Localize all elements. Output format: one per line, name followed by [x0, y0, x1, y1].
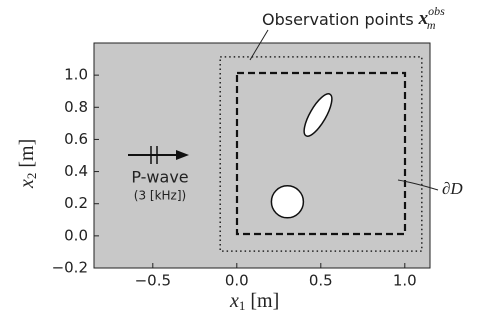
y-tick-label: 0.0 — [64, 226, 88, 244]
observation-points — [219, 56, 423, 252]
y-tick-label: 0.6 — [64, 130, 88, 148]
y-tick-label: 0.4 — [64, 162, 88, 180]
x-label-sub: 1 — [239, 298, 246, 313]
title-math: x — [418, 8, 429, 29]
y-tick-label: 1.0 — [64, 66, 88, 84]
circular-scatterer — [270, 185, 305, 219]
title-sup: obs — [428, 4, 445, 18]
title-text: Observation points — [262, 10, 414, 29]
x-tick-label: 0.5 — [309, 272, 333, 290]
x-label-math: x — [229, 290, 239, 312]
y-label-math: x — [16, 179, 38, 189]
title-sub: m — [427, 18, 436, 32]
elliptical-scatterer — [303, 93, 333, 137]
x-axis-label: x1 [m] — [229, 290, 279, 313]
leader-line — [249, 29, 269, 61]
y-axis-label: x2 [m] — [16, 139, 39, 189]
frequency-label: (3 [kHz]) — [134, 189, 186, 203]
y-tick-label: −0.2 — [52, 259, 88, 277]
x-tick-label: −0.5 — [135, 272, 171, 290]
boundary-label: ∂D — [442, 179, 463, 198]
y-label-unit: [m] — [16, 139, 38, 168]
x-label-unit: [m] — [250, 290, 279, 312]
y-label-sub: 2 — [24, 173, 39, 180]
x-tick-label: 0.0 — [225, 272, 249, 290]
x-tick-label: 1.0 — [393, 272, 417, 290]
y-tick-label: 0.2 — [64, 194, 88, 212]
y-tick-label: 0.8 — [64, 98, 88, 116]
arrow-head — [176, 150, 189, 160]
wave-label: P-wave — [131, 168, 188, 187]
leader-line — [397, 179, 439, 191]
title: Observation points xobs m — [262, 4, 445, 32]
domain-boundary — [235, 71, 407, 236]
